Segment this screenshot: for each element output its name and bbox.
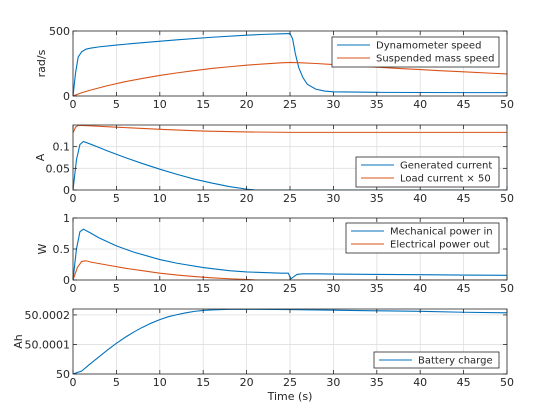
x-tick-label: 5 [113,282,120,295]
series-line-2 [73,61,507,96]
legend-entry-1: Battery charge [418,356,493,367]
x-tick-label: 50 [500,282,514,295]
y-axis-label: rad/s [35,49,48,77]
x-tick-label: 5 [113,98,120,111]
x-tick-label: 50 [500,192,514,205]
legend: Generated current Load current × 50 [355,156,500,188]
x-tick-label: 25 [283,282,297,295]
x-tick-label: 15 [196,192,210,205]
x-tick-label: 20 [240,192,254,205]
subplot-3: 0 5 10 15 20 25 30 35 40 45 50 0 0.5 1 W Mechanical pow… [36,212,514,295]
y-tick-label: 0.5 [53,243,71,256]
legend: Dynamometer speed Suspended mass speed [331,36,500,68]
y-axis-label: Ah [12,334,25,349]
y-tick-label: 0 [63,90,70,103]
legend-entry-2: Suspended mass speed [376,54,494,65]
x-tick-label: 35 [370,376,384,389]
y-axis-label: W [36,243,49,254]
x-tick-label: 20 [240,376,254,389]
x-tick-label: 0 [70,98,77,111]
x-tick-label: 15 [196,282,210,295]
legend-box [345,222,500,254]
x-tick-label: 10 [153,376,167,389]
x-tick-label: 25 [283,376,297,389]
y-tick-label: 50.0001 [25,338,71,351]
legend: Battery charge [373,351,500,369]
x-tick-label: 15 [196,98,210,111]
x-axis-label: Time (s) [267,390,313,403]
subplot-1: 0 5 10 15 20 25 30 35 40 45 500500rad/sDynamometer… [35,25,514,111]
x-tick-label: 25 [283,98,297,111]
x-tick-label: 15 [196,376,210,389]
x-tick-label: 40 [413,192,427,205]
legend-entry-1: Dynamometer speed [376,41,481,52]
x-tick-label: 10 [153,98,167,111]
x-tick-label: 20 [240,98,254,111]
x-tick-label: 45 [457,376,471,389]
x-tick-label: 30 [326,376,340,389]
x-tick-label: 30 [326,98,340,111]
x-tick-label: 35 [370,98,384,111]
legend-entry-1: Mechanical power in [390,227,493,238]
legend-box [373,351,500,369]
legend-entry-1: Generated current [400,161,492,172]
y-tick-label: 0.05 [46,162,71,175]
x-tick-label: 50 [500,98,514,111]
x-tick-label: 50 [500,376,514,389]
x-tick-label: 5 [113,376,120,389]
y-axis-label: A [34,153,47,161]
y-tick-label: 500 [49,25,70,38]
y-tick-label: 50.0002 [25,309,71,322]
x-tick-label: 40 [413,98,427,111]
legend: Mechanical power in Electrical power out [345,222,500,254]
series-line-1 [73,309,507,374]
x-tick-label: 20 [240,282,254,295]
x-tick-label: 30 [326,282,340,295]
legend-entry-2: Electrical power out [390,240,490,251]
x-tick-label: 40 [413,282,427,295]
series-line-2 [73,125,507,134]
x-tick-label: 10 [153,282,167,295]
legend-entry-2: Load current × 50 [400,174,491,185]
x-tick-label: 25 [283,192,297,205]
series-line-1 [73,140,507,190]
y-tick-label: 50 [56,368,70,381]
x-tick-label: 45 [457,98,471,111]
x-tick-label: 0 [70,282,77,295]
x-tick-label: 35 [370,192,384,205]
y-tick-label: 0 [63,274,70,287]
y-tick-label: 0.1 [53,141,71,154]
y-tick-label: 0 [63,184,70,197]
series-line-1 [73,228,507,280]
y-tick-label: 1 [63,212,70,225]
legend-box [331,36,500,68]
x-tick-label: 0 [70,192,77,205]
x-tick-label: 30 [326,192,340,205]
x-tick-label: 45 [457,192,471,205]
x-tick-label: 5 [113,192,120,205]
subplot-2: 0 5 10 15 20 25 30 35 40 45 50 0 0.05 0.1 A Generated c… [34,124,514,205]
legend-box [355,156,500,188]
series-line-2 [73,260,507,280]
series-line-1 [73,33,507,96]
x-tick-label: 0 [70,376,77,389]
x-tick-label: 10 [153,192,167,205]
x-tick-label: 35 [370,282,384,295]
x-tick-label: 40 [413,376,427,389]
x-tick-label: 45 [457,282,471,295]
